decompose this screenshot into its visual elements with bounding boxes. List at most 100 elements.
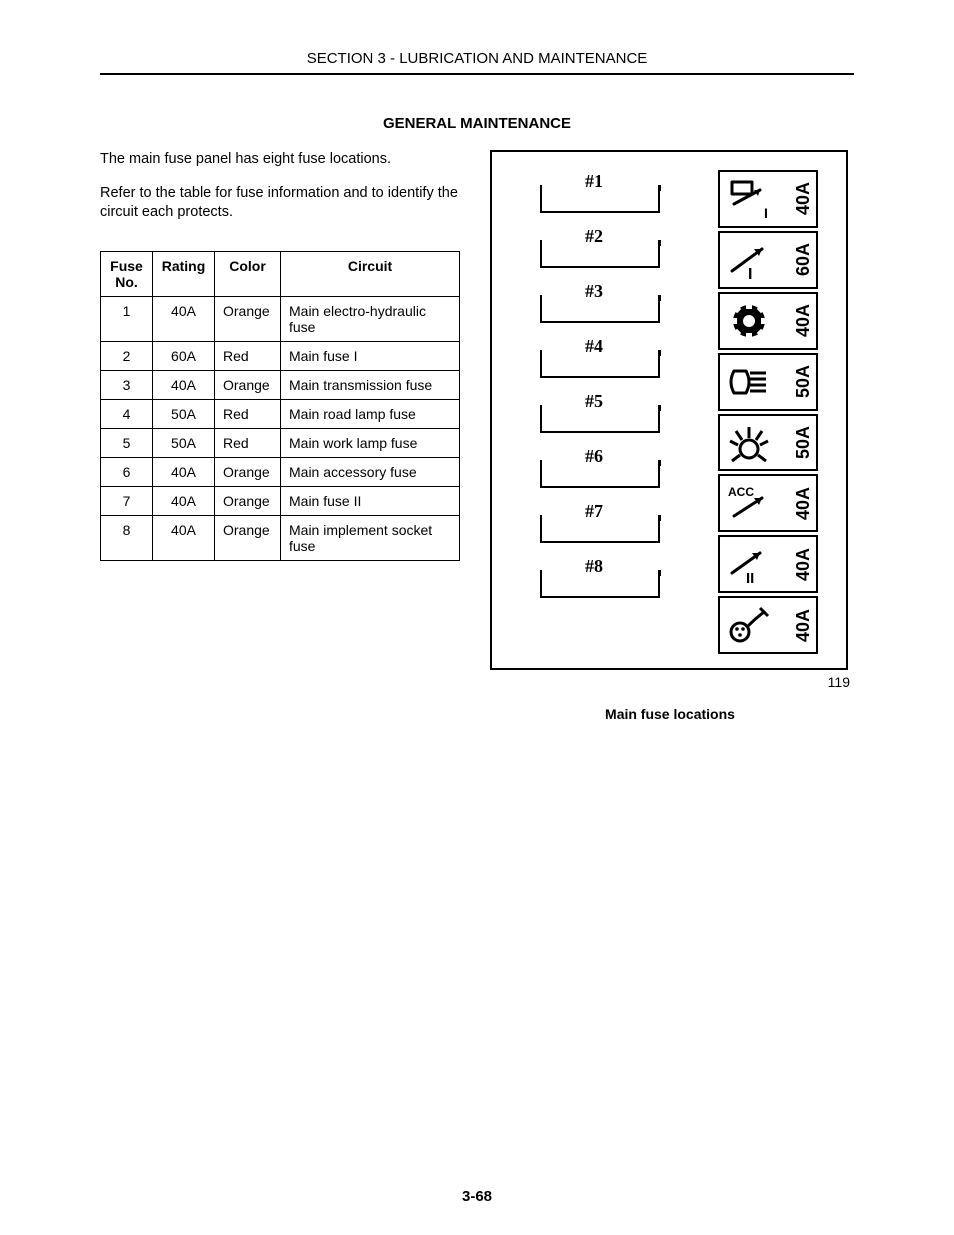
figure-number: 119 bbox=[490, 674, 850, 690]
svg-text:ACC: ACC bbox=[728, 485, 754, 499]
fuse-icon-cell: 40A bbox=[718, 596, 818, 654]
cell-rating: 40A bbox=[153, 515, 215, 560]
table-header-row: Fuse No. Rating Color Circuit bbox=[101, 251, 460, 296]
cell-rating: 60A bbox=[153, 341, 215, 370]
fuse-slot-bracket bbox=[540, 301, 660, 323]
fuse-slot: #2 bbox=[535, 227, 665, 268]
table-row: 260ARedMain fuse I bbox=[101, 341, 460, 370]
fuse-slot-label: #3 bbox=[529, 282, 659, 300]
transmission-icon bbox=[726, 298, 772, 344]
fuse-diagram: #1 #2 #3 #4 #5 #6 #7 #8 I 40A I 60A 40A 50A 50A ACC 40A… bbox=[490, 150, 848, 670]
fuse-slot: #5 bbox=[535, 392, 665, 433]
cell-color: Orange bbox=[215, 370, 281, 399]
fuse-slot-label: #8 bbox=[529, 557, 659, 575]
fuse-slot: #3 bbox=[535, 282, 665, 323]
intro-paragraph-1: The main fuse panel has eight fuse locat… bbox=[100, 150, 460, 170]
header-circuit: Circuit bbox=[281, 251, 460, 296]
cell-circuit: Main electro-hydraulic fuse bbox=[281, 296, 460, 341]
left-column: The main fuse panel has eight fuse locat… bbox=[100, 150, 460, 561]
cell-fuse-no: 7 bbox=[101, 486, 153, 515]
fuse-slot: #6 bbox=[535, 447, 665, 488]
fuse-i-icon: I bbox=[726, 237, 772, 283]
cell-fuse-no: 6 bbox=[101, 457, 153, 486]
cell-circuit: Main implement socket fuse bbox=[281, 515, 460, 560]
header-rating: Rating bbox=[153, 251, 215, 296]
figure-caption: Main fuse locations bbox=[490, 706, 850, 722]
cell-fuse-no: 3 bbox=[101, 370, 153, 399]
fuse-icon-cell: 50A bbox=[718, 353, 818, 411]
cell-circuit: Main accessory fuse bbox=[281, 457, 460, 486]
cell-rating: 40A bbox=[153, 457, 215, 486]
cell-color: Orange bbox=[215, 515, 281, 560]
fuse-slot-label: #1 bbox=[529, 172, 659, 190]
table-row: 740AOrangeMain fuse II bbox=[101, 486, 460, 515]
fuse-slot-label: #2 bbox=[529, 227, 659, 245]
road-lamp-icon bbox=[726, 359, 772, 405]
svg-text:II: II bbox=[746, 570, 754, 587]
fuse-slot-label: #6 bbox=[529, 447, 659, 465]
fuse-slot-label: #5 bbox=[529, 392, 659, 410]
cell-rating: 40A bbox=[153, 296, 215, 341]
cell-color: Red bbox=[215, 399, 281, 428]
cell-color: Orange bbox=[215, 296, 281, 341]
cell-color: Orange bbox=[215, 486, 281, 515]
cell-circuit: Main road lamp fuse bbox=[281, 399, 460, 428]
amp-label: 40A bbox=[794, 304, 812, 337]
fuse-icon-cell: 50A bbox=[718, 414, 818, 472]
section-header: SECTION 3 - LUBRICATION AND MAINTENANCE bbox=[100, 50, 854, 75]
accessory-icon: ACC bbox=[726, 480, 772, 526]
fuse-slot-label: #7 bbox=[529, 502, 659, 520]
table-row: 550ARedMain work lamp fuse bbox=[101, 428, 460, 457]
fuse-table: Fuse No. Rating Color Circuit 140AOrange… bbox=[100, 251, 460, 561]
amp-label: 50A bbox=[794, 426, 812, 459]
fuse-ii-icon: II bbox=[726, 541, 772, 587]
fuse-slot-bracket bbox=[540, 466, 660, 488]
fuse-icon-cell: II 40A bbox=[718, 535, 818, 593]
fuse-slot-bracket bbox=[540, 246, 660, 268]
table-row: 640AOrangeMain accessory fuse bbox=[101, 457, 460, 486]
table-row: 340AOrangeMain transmission fuse bbox=[101, 370, 460, 399]
cell-color: Orange bbox=[215, 457, 281, 486]
hydraulic-icon: I bbox=[726, 176, 772, 222]
amp-label: 40A bbox=[794, 182, 812, 215]
fuse-icon-cell: I 60A bbox=[718, 231, 818, 289]
cell-fuse-no: 2 bbox=[101, 341, 153, 370]
cell-rating: 40A bbox=[153, 370, 215, 399]
fuse-slot-bracket bbox=[540, 521, 660, 543]
fuse-icon-cell: 40A bbox=[718, 292, 818, 350]
svg-text:I: I bbox=[764, 205, 768, 221]
cell-fuse-no: 5 bbox=[101, 428, 153, 457]
fuse-icons-column: I 40A I 60A 40A 50A 50A ACC 40A II 40A 40A bbox=[718, 166, 818, 654]
amp-label: 40A bbox=[794, 609, 812, 642]
amp-label: 40A bbox=[794, 487, 812, 520]
cell-rating: 50A bbox=[153, 399, 215, 428]
fuse-slot: #4 bbox=[535, 337, 665, 378]
page-number: 3-68 bbox=[0, 1188, 954, 1205]
cell-circuit: Main transmission fuse bbox=[281, 370, 460, 399]
cell-fuse-no: 1 bbox=[101, 296, 153, 341]
fuse-slot-bracket bbox=[540, 411, 660, 433]
cell-fuse-no: 8 bbox=[101, 515, 153, 560]
work-lamp-icon bbox=[726, 419, 772, 465]
table-row: 840AOrangeMain implement socket fuse bbox=[101, 515, 460, 560]
table-row: 450ARedMain road lamp fuse bbox=[101, 399, 460, 428]
cell-color: Red bbox=[215, 341, 281, 370]
fuse-icon-cell: ACC 40A bbox=[718, 474, 818, 532]
svg-text:I: I bbox=[748, 266, 752, 283]
fuse-slot-bracket bbox=[540, 191, 660, 213]
fuse-slot-bracket bbox=[540, 576, 660, 598]
header-fuse-no: Fuse No. bbox=[101, 251, 153, 296]
implement-socket-icon bbox=[726, 602, 772, 648]
fuse-icon-cell: I 40A bbox=[718, 170, 818, 228]
amp-label: 40A bbox=[794, 548, 812, 581]
intro-paragraph-2: Refer to the table for fuse information … bbox=[100, 184, 460, 223]
cell-circuit: Main work lamp fuse bbox=[281, 428, 460, 457]
fuse-slot: #7 bbox=[535, 502, 665, 543]
fuse-slot-label: #4 bbox=[529, 337, 659, 355]
table-row: 140AOrangeMain electro-hydraulic fuse bbox=[101, 296, 460, 341]
fuse-slot-bracket bbox=[540, 356, 660, 378]
fuse-slot: #1 bbox=[535, 172, 665, 213]
page-title: GENERAL MAINTENANCE bbox=[100, 115, 854, 132]
cell-circuit: Main fuse I bbox=[281, 341, 460, 370]
amp-label: 60A bbox=[794, 243, 812, 276]
